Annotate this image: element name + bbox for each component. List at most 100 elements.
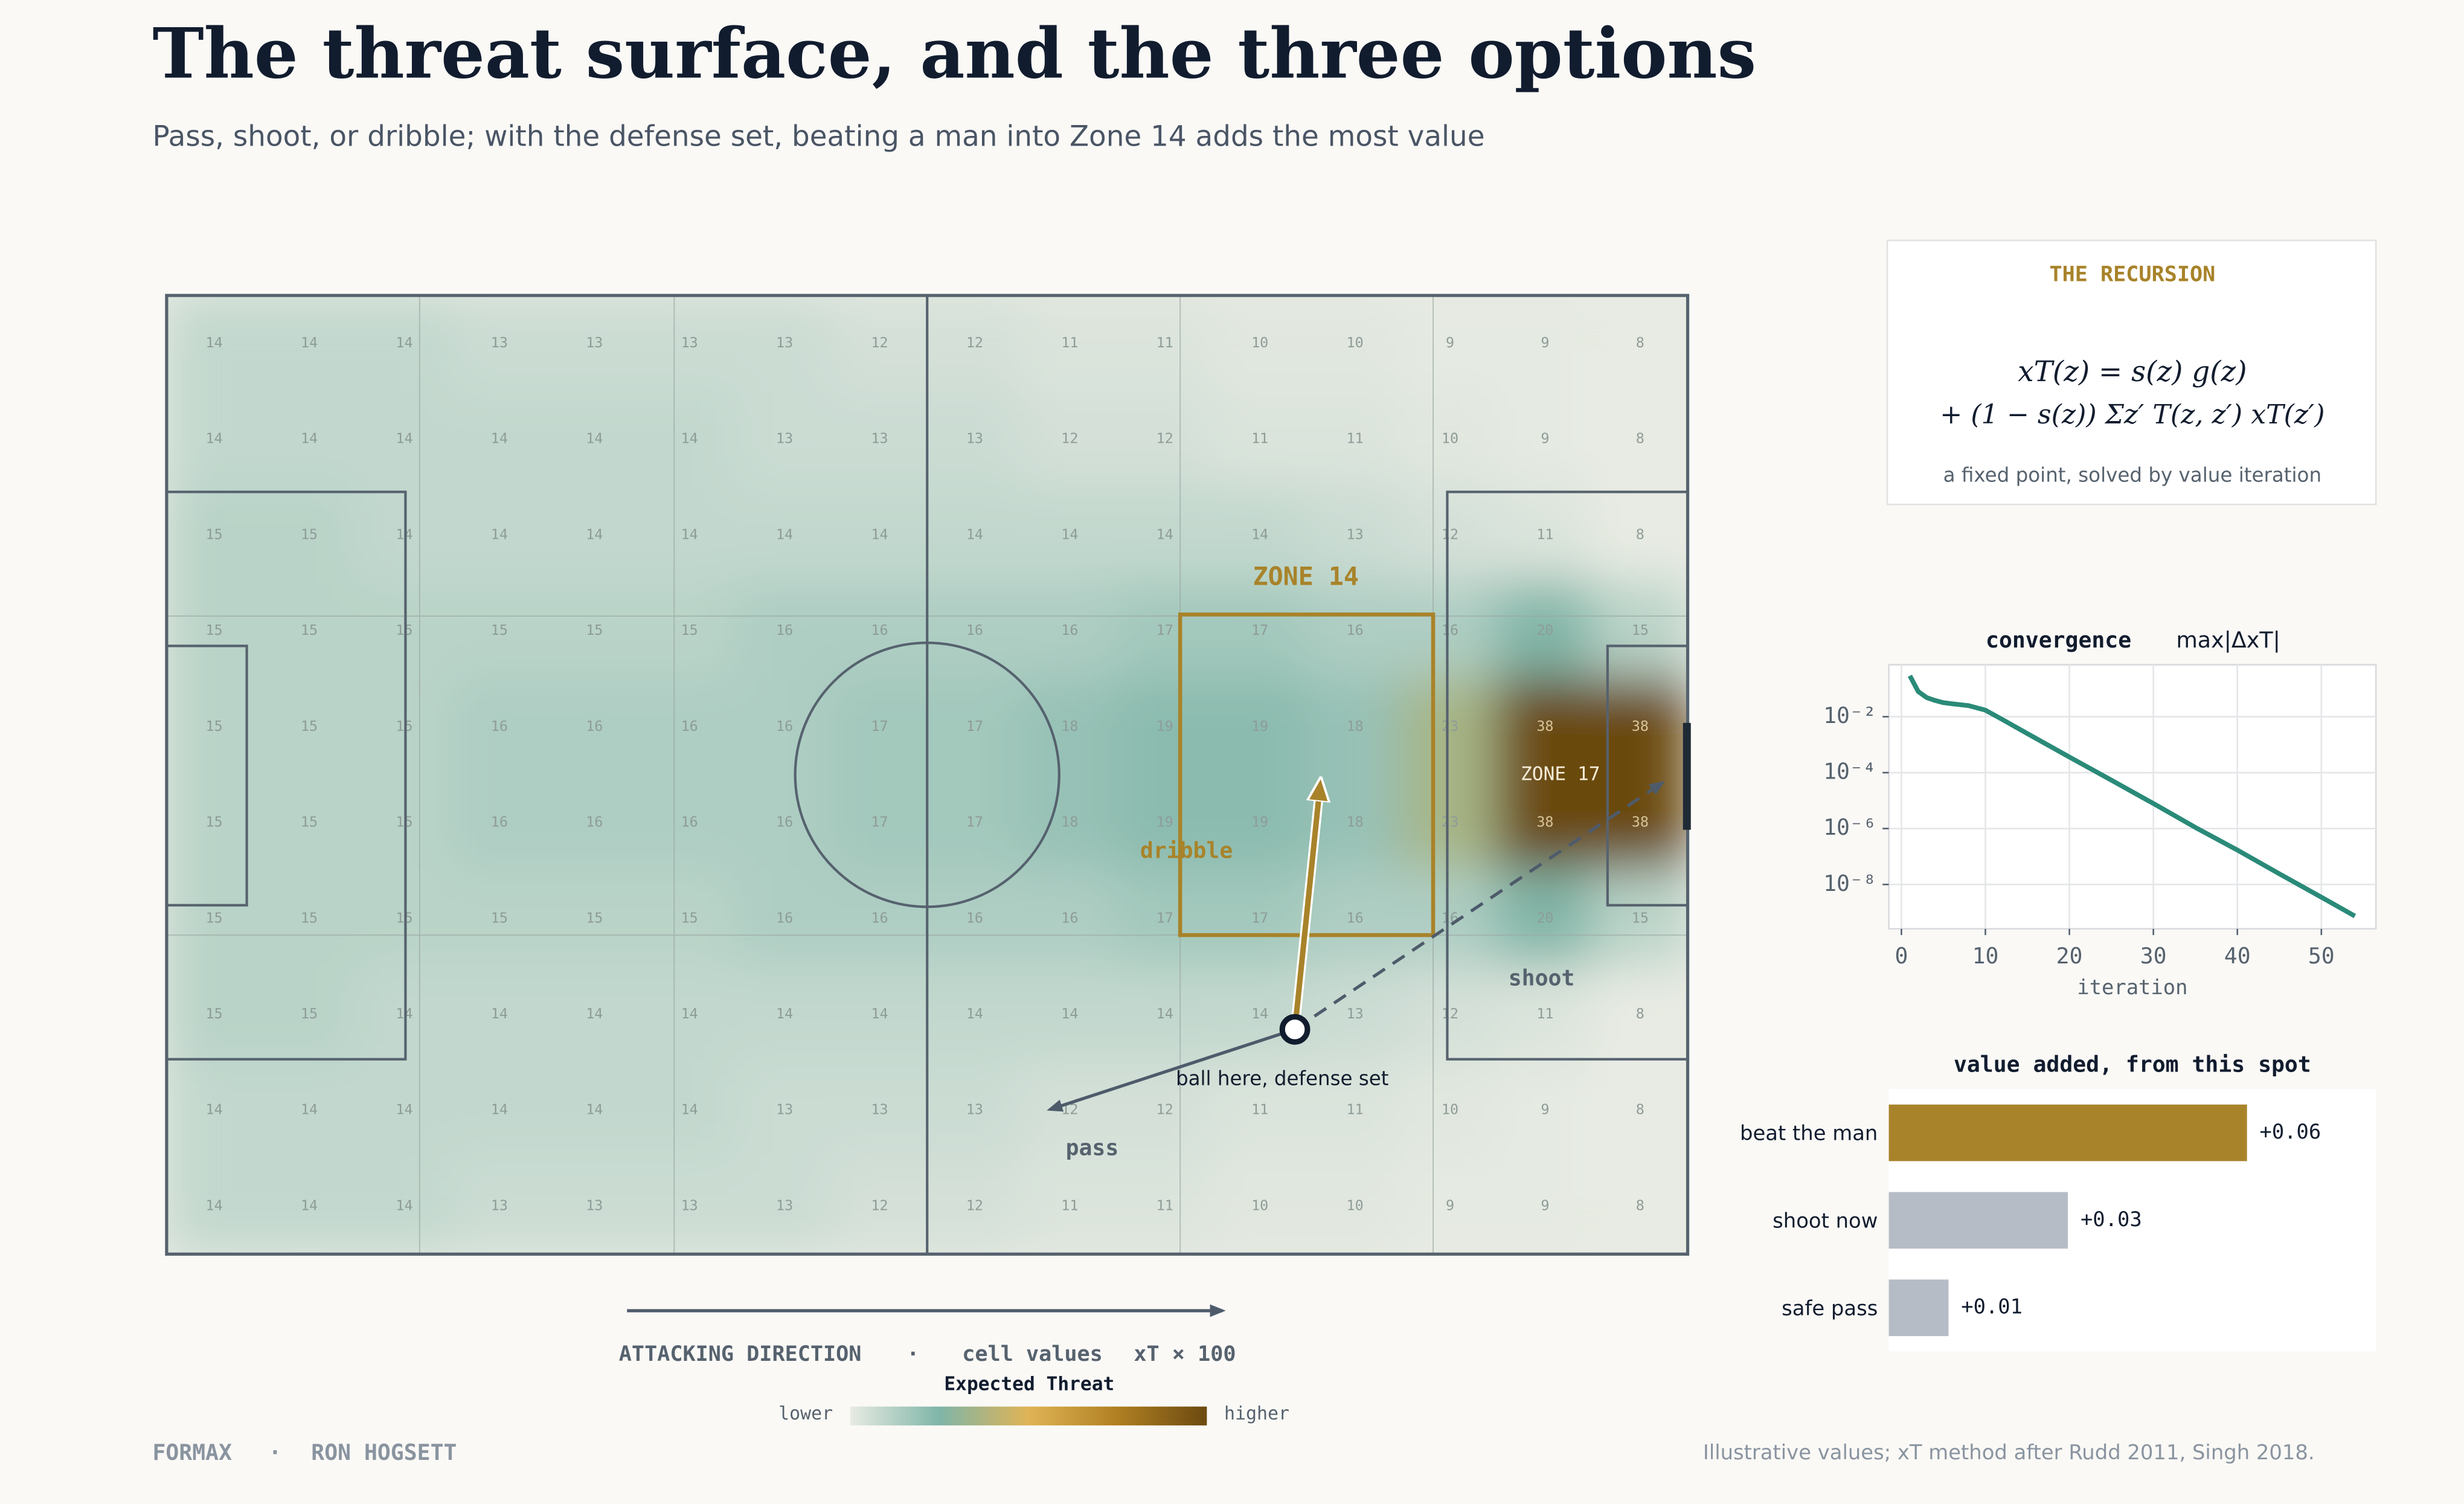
heat-cell — [1306, 581, 1404, 681]
heat-cell — [1021, 295, 1119, 393]
heat-cell — [450, 485, 549, 585]
cell-value: 10 — [1347, 334, 1364, 351]
heat-cell — [1021, 677, 1119, 777]
heat-cell — [640, 485, 739, 585]
heat-cell — [1021, 1061, 1119, 1160]
cell-value: 10 — [1251, 1197, 1268, 1213]
cell-value: 15 — [301, 718, 318, 734]
x-axis-label: iteration — [2077, 975, 2187, 999]
colorbar-title: Expected Threat — [944, 1373, 1114, 1395]
cell-value: 13 — [1347, 1005, 1364, 1022]
cell-value: 17 — [1251, 622, 1268, 638]
heat-cell — [1591, 485, 1688, 585]
heat-cell — [355, 390, 454, 489]
heat-cell — [925, 773, 1024, 873]
heat-cell — [640, 677, 739, 777]
cell-value: 20 — [1536, 909, 1553, 926]
cell-value: 14 — [206, 334, 223, 351]
heat-cell — [830, 869, 929, 968]
y-tick-label: 10⁻⁶ — [1823, 814, 1876, 840]
heat-cell — [925, 1061, 1024, 1160]
cell-value: 10 — [1347, 1197, 1364, 1213]
units-label: xT × 100 — [1134, 1342, 1236, 1366]
heat-cell — [1306, 485, 1404, 585]
cell-value: 14 — [301, 1197, 318, 1213]
heat-cell — [925, 869, 1024, 968]
y-tick-label: 10⁻⁸ — [1823, 870, 1876, 896]
x-tick-label: 0 — [1895, 943, 1908, 969]
cell-value: 9 — [1541, 1197, 1549, 1213]
heat-cell — [450, 390, 549, 489]
equation-line: + (1 − s(z)) Σz′ T(z, z′) xT(z′) — [1940, 399, 2324, 430]
cell-value: 23 — [1442, 718, 1458, 734]
heat-cell — [260, 581, 359, 681]
heat-cell — [1021, 1156, 1119, 1255]
cell-value: 14 — [396, 430, 412, 447]
heat-cell — [260, 869, 359, 968]
heat-cell — [1115, 295, 1214, 393]
cell-value: 14 — [491, 525, 508, 542]
title: The threat surface, and the three option… — [153, 13, 1757, 94]
value-label: +0.03 — [2081, 1207, 2142, 1231]
cell-value: 18 — [1347, 814, 1364, 831]
heat-cell — [1496, 869, 1594, 968]
ball-label: ball here, defense set — [1176, 1067, 1389, 1090]
cell-value: 13 — [871, 1101, 888, 1118]
heat-cell — [1021, 869, 1119, 968]
convergence-chart: 0 10 20 30 40 50 10⁻² 10⁻⁴ 10⁻⁶ 10⁻⁸ convergence ma… — [1823, 627, 2377, 999]
cell-value: 14 — [491, 430, 508, 447]
x-tick-label: 50 — [2308, 943, 2335, 969]
heat-cell — [1400, 581, 1500, 681]
heat-cell — [640, 773, 739, 873]
convergence-line — [1908, 674, 2357, 919]
heat-cell — [450, 581, 549, 681]
heat-cell — [1400, 1156, 1500, 1255]
cell-value: 13 — [586, 334, 603, 351]
heat-cell — [1496, 773, 1594, 873]
chart-title: value added, from this spot — [1954, 1052, 2311, 1078]
cell-value: 9 — [1541, 430, 1549, 447]
heat-cell — [925, 1156, 1024, 1255]
cell-value: 12 — [1061, 430, 1078, 447]
cell-value: 14 — [681, 1101, 698, 1118]
author: RON HOGSETT — [311, 1439, 457, 1465]
value-added-chart: value added, from this spot beat the man +… — [1740, 1052, 2376, 1352]
heat-cell — [260, 965, 359, 1064]
bar — [1888, 1192, 2068, 1249]
cell-value: 15 — [301, 622, 318, 638]
cell-value: 13 — [776, 430, 793, 447]
heat-cell — [545, 869, 644, 968]
colorbar — [850, 1406, 1207, 1425]
cell-value: 15 — [301, 1005, 318, 1022]
cell-value: 16 — [491, 814, 508, 831]
heat-cell — [925, 581, 1024, 681]
heat-cell — [1115, 390, 1214, 489]
cell-value: 13 — [966, 1101, 983, 1118]
cell-value: 13 — [681, 334, 698, 351]
cell-value: 14 — [586, 1005, 603, 1022]
cell-value: 10 — [1251, 334, 1268, 351]
heat-cell — [1210, 295, 1309, 393]
pitch: 14 14 14 13 13 13 13 12 12 11 11 10 10 9 9 8 14 14 14 14 14 1… — [165, 294, 1691, 1256]
cell-value: 14 — [1157, 525, 1173, 542]
heat-cell — [1400, 773, 1500, 873]
heat-cell — [1021, 773, 1119, 873]
heat-cell — [1591, 390, 1688, 489]
cell-value: 15 — [301, 525, 318, 542]
heat-cell — [1210, 677, 1309, 777]
cell-value: 8 — [1636, 1101, 1644, 1118]
cell-value: 17 — [1157, 622, 1173, 638]
cell-value: 13 — [491, 334, 508, 351]
heat-cell — [1115, 485, 1214, 585]
cell-value: 14 — [586, 430, 603, 447]
heat-cell — [166, 485, 263, 585]
heat-cell — [735, 1156, 834, 1255]
heat-cell — [830, 295, 929, 393]
heat-cell — [1115, 773, 1214, 873]
heat-cell — [1306, 390, 1404, 489]
heat-cell — [925, 485, 1024, 585]
heat-cell — [545, 295, 644, 393]
pitch-lines — [165, 294, 1690, 1256]
cell-value: 19 — [1251, 814, 1268, 831]
cell-value: 12 — [1442, 525, 1458, 542]
